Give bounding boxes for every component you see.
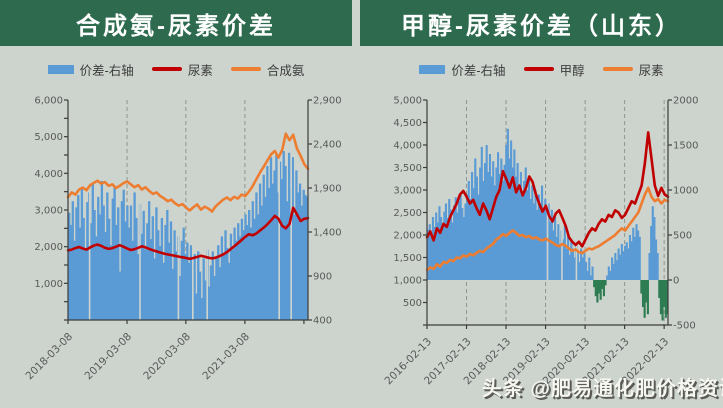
chart-svg: 6,000 5,000 4,000 3,000 2,000 1,000 2,900 2,400… — [23, 96, 342, 383]
y-left-tick-label: 500 — [403, 298, 422, 309]
legend-item-合成氨: 合成氨 — [230, 60, 305, 79]
line-swatch-合成氨 — [230, 67, 261, 71]
y-left-tick-label: 1,500 — [393, 253, 422, 264]
y-right-tick-label: 500 — [673, 231, 692, 242]
area-swatch-价差-右轴 — [419, 64, 446, 74]
y-left-tick-label: 2,000 — [34, 242, 63, 253]
axes — [64, 99, 312, 324]
y-right-tick-label: 2,900 — [313, 96, 342, 107]
y-left-tick-label: 2,500 — [393, 208, 422, 219]
chart-methanol-urea-spread: 5,000 4,500 4,000 3,500 3,000 2,500 2,000 1,500… — [352, 88, 723, 408]
legend-label: 价差-右轴 — [79, 63, 134, 78]
y-left-tick-label: 1,000 — [393, 276, 422, 287]
chart-svg: 5,000 4,500 4,000 3,500 3,000 2,500 2,000 1,500… — [382, 96, 698, 388]
legend-ammonia-urea-chart: 价差-右轴 尿素 合成氨 — [0, 57, 352, 81]
y-left-tick-label: 3,000 — [34, 206, 63, 217]
x-tick-label: 2020-03-08 — [141, 331, 193, 383]
y-right-tick-label: 2,400 — [313, 140, 342, 151]
x-tick-label: 2018-03-08 — [23, 331, 75, 383]
y-left-tick-label: 2,000 — [393, 231, 422, 242]
y-left-tick-label: 4,000 — [393, 141, 422, 152]
chart-ammonia-urea-spread: 6,000 5,000 4,000 3,000 2,000 1,000 2,900 2,400… — [0, 88, 352, 408]
y-right-tick-label: 1,400 — [313, 228, 342, 239]
watermark-toutiao-feiyitong: 头条 @肥易通化肥价格资讯 — [482, 378, 723, 400]
y-left-tick-label: 5,000 — [393, 96, 422, 107]
legend-label: 合成氨 — [266, 63, 305, 78]
line-series-甲醇 — [425, 131, 670, 248]
axes — [423, 99, 672, 329]
legend-item-甲醇: 甲醇 — [523, 60, 585, 79]
y-left-tick-label: 1,000 — [34, 279, 63, 290]
legend-item-尿素: 尿素 — [602, 60, 664, 79]
data-gap-streaks — [546, 100, 578, 280]
line-series-合成氨 — [66, 132, 310, 213]
line-swatch-尿素 — [151, 67, 182, 71]
y-right-tick-label: -500 — [673, 321, 696, 332]
legend-item-尿素: 尿素 — [151, 60, 213, 79]
y-left-tick-label: 3,500 — [393, 163, 422, 174]
y-right-tick-label: 1500 — [673, 141, 698, 152]
legend-label: 价差-右轴 — [451, 63, 506, 78]
y-right-tick-label: 0 — [673, 276, 679, 287]
chart-title-ammonia-urea: 合成氨-尿素价差 — [0, 0, 352, 46]
chart-title-methanol-urea: 甲醇-尿素价差（山东） — [360, 0, 723, 46]
data-gap-streaks — [88, 100, 292, 320]
y-right-tick-label: 1,900 — [313, 184, 342, 195]
legend-item-价差-右轴: 价差-右轴 — [47, 60, 134, 79]
y-left-tick-label: 4,000 — [34, 169, 63, 180]
legend-item-价差-右轴: 价差-右轴 — [419, 60, 506, 79]
line-series-尿素 — [425, 186, 670, 272]
area-swatch-价差-右轴 — [47, 64, 74, 74]
y-left-tick-label: 4,500 — [393, 118, 422, 129]
legend-label: 尿素 — [187, 63, 213, 78]
y-left-tick-label: 3,000 — [393, 186, 422, 197]
legend-label: 尿素 — [638, 63, 664, 78]
line-swatch-甲醇 — [523, 67, 554, 71]
y-right-tick-label: 900 — [313, 272, 332, 283]
x-tick-label: 2021-03-08 — [200, 331, 252, 383]
y-right-tick-label: 400 — [313, 316, 332, 327]
x-tick-label: 2019-03-08 — [83, 331, 135, 383]
spread-area-bars — [68, 151, 309, 320]
line-series-尿素 — [66, 206, 310, 261]
legend-methanol-urea-chart: 价差-右轴 甲醇 尿素 — [360, 57, 723, 81]
y-right-tick-label: 2000 — [673, 96, 698, 107]
y-left-tick-label: 5,000 — [34, 132, 63, 143]
line-swatch-尿素 — [602, 67, 633, 71]
legend-label: 甲醇 — [559, 63, 585, 78]
y-left-tick-label: 6,000 — [34, 96, 63, 107]
y-right-tick-label: 1000 — [673, 186, 698, 197]
